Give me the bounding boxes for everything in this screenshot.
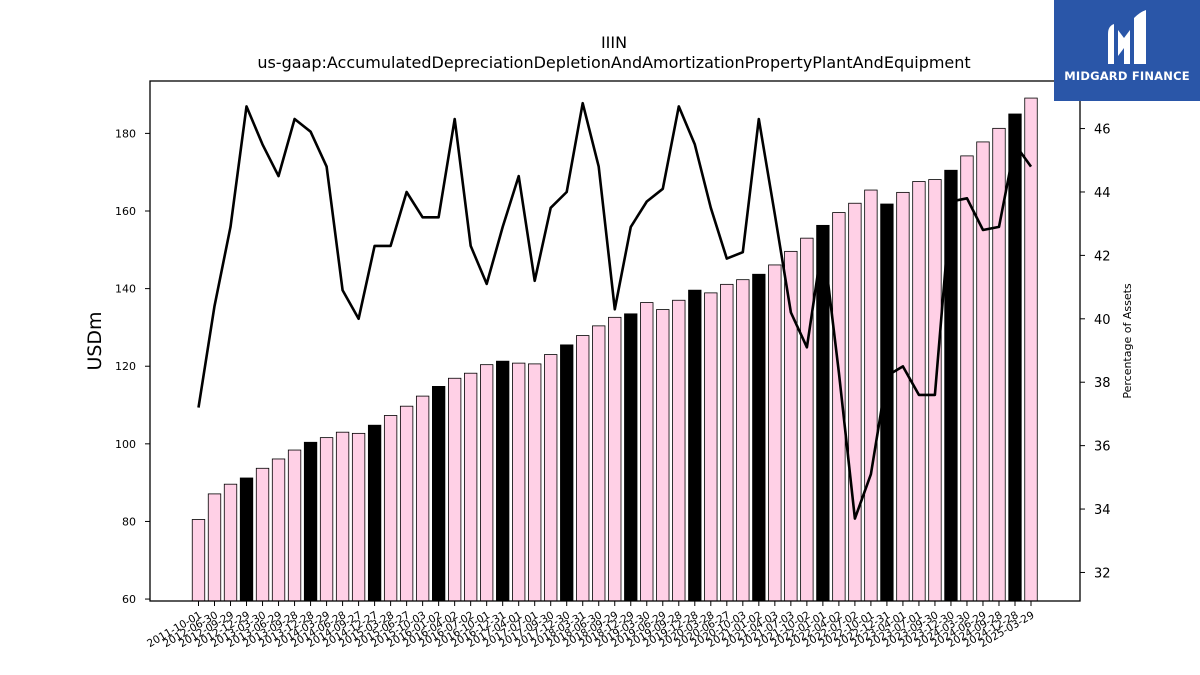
bar	[399, 405, 414, 602]
chart-title: IIIN	[601, 33, 627, 52]
bar	[640, 302, 654, 602]
line-series	[197, 101, 1033, 520]
chart-subtitle: us-gaap:AccumulatedDepreciationDepletion…	[257, 53, 970, 72]
bar	[1008, 113, 1022, 602]
y-axis-label: USDm	[84, 311, 106, 370]
y2-tick-label: 34	[1094, 503, 1111, 518]
y-tick-label: 140	[115, 283, 136, 296]
bar	[239, 477, 254, 602]
brand-name: MIDGARD FINANCE	[1064, 69, 1190, 83]
bar	[864, 189, 878, 602]
y2-tick-label: 46	[1094, 123, 1111, 138]
bar	[784, 250, 798, 602]
bar	[944, 169, 958, 602]
bar	[480, 364, 494, 602]
y-tick-label: 120	[115, 360, 136, 373]
bar	[576, 335, 590, 602]
y2-tick-label: 40	[1094, 313, 1111, 328]
bar	[335, 431, 350, 602]
bar	[800, 237, 814, 602]
bar	[415, 395, 430, 602]
bar	[736, 279, 750, 602]
bar	[223, 483, 238, 602]
y-ticks: 60 80 100 120 140 160 180	[115, 127, 150, 606]
bar	[512, 362, 526, 602]
bar	[608, 316, 622, 602]
y2-ticks: 32 34 36 38 40 42 44 46	[1080, 123, 1111, 581]
bar	[303, 441, 318, 602]
y2-axis-label: Percentage of Assets	[1121, 283, 1134, 399]
bar	[768, 264, 782, 602]
bar	[464, 372, 478, 602]
bar	[672, 299, 686, 602]
y-tick-label: 80	[122, 515, 136, 528]
y-tick-label: 60	[122, 593, 136, 606]
bar	[351, 432, 366, 602]
y2-tick-label: 38	[1094, 376, 1111, 391]
bar	[191, 519, 206, 602]
bar	[896, 191, 910, 602]
y2-tick-label: 36	[1094, 440, 1111, 455]
bar	[271, 458, 286, 602]
brand-logo: MIDGARD FINANCE	[1054, 0, 1200, 101]
y2-tick-label: 44	[1094, 186, 1111, 201]
bar	[560, 344, 574, 602]
y-tick-label: 100	[115, 438, 136, 451]
y-tick-label: 180	[115, 127, 136, 140]
bar	[688, 289, 702, 602]
bar	[704, 292, 718, 602]
bar	[544, 354, 558, 602]
bar	[624, 313, 638, 602]
bar	[912, 181, 926, 602]
y-tick-label: 160	[115, 205, 136, 218]
x-ticks: 2011-10-012012-06-302012-09-292012-12-29…	[145, 601, 1037, 650]
bar	[496, 360, 510, 602]
bar	[383, 415, 398, 602]
bar	[431, 386, 446, 602]
bar	[367, 424, 382, 602]
midgard-logo-icon	[1108, 10, 1146, 64]
bar-series	[191, 97, 1038, 602]
bar	[848, 202, 862, 602]
bar	[656, 309, 670, 602]
bar	[592, 325, 606, 602]
bar	[287, 449, 302, 602]
bar	[255, 467, 270, 602]
bar	[1024, 97, 1038, 602]
y2-tick-label: 32	[1094, 566, 1111, 581]
percentage-line	[197, 101, 1033, 520]
bar	[720, 283, 734, 602]
bar	[752, 273, 766, 602]
bar	[319, 437, 334, 602]
y2-tick-label: 42	[1094, 249, 1111, 264]
bar	[207, 493, 222, 602]
bar	[960, 155, 974, 602]
bar	[448, 377, 462, 602]
bar	[528, 363, 542, 602]
bar	[976, 141, 990, 602]
